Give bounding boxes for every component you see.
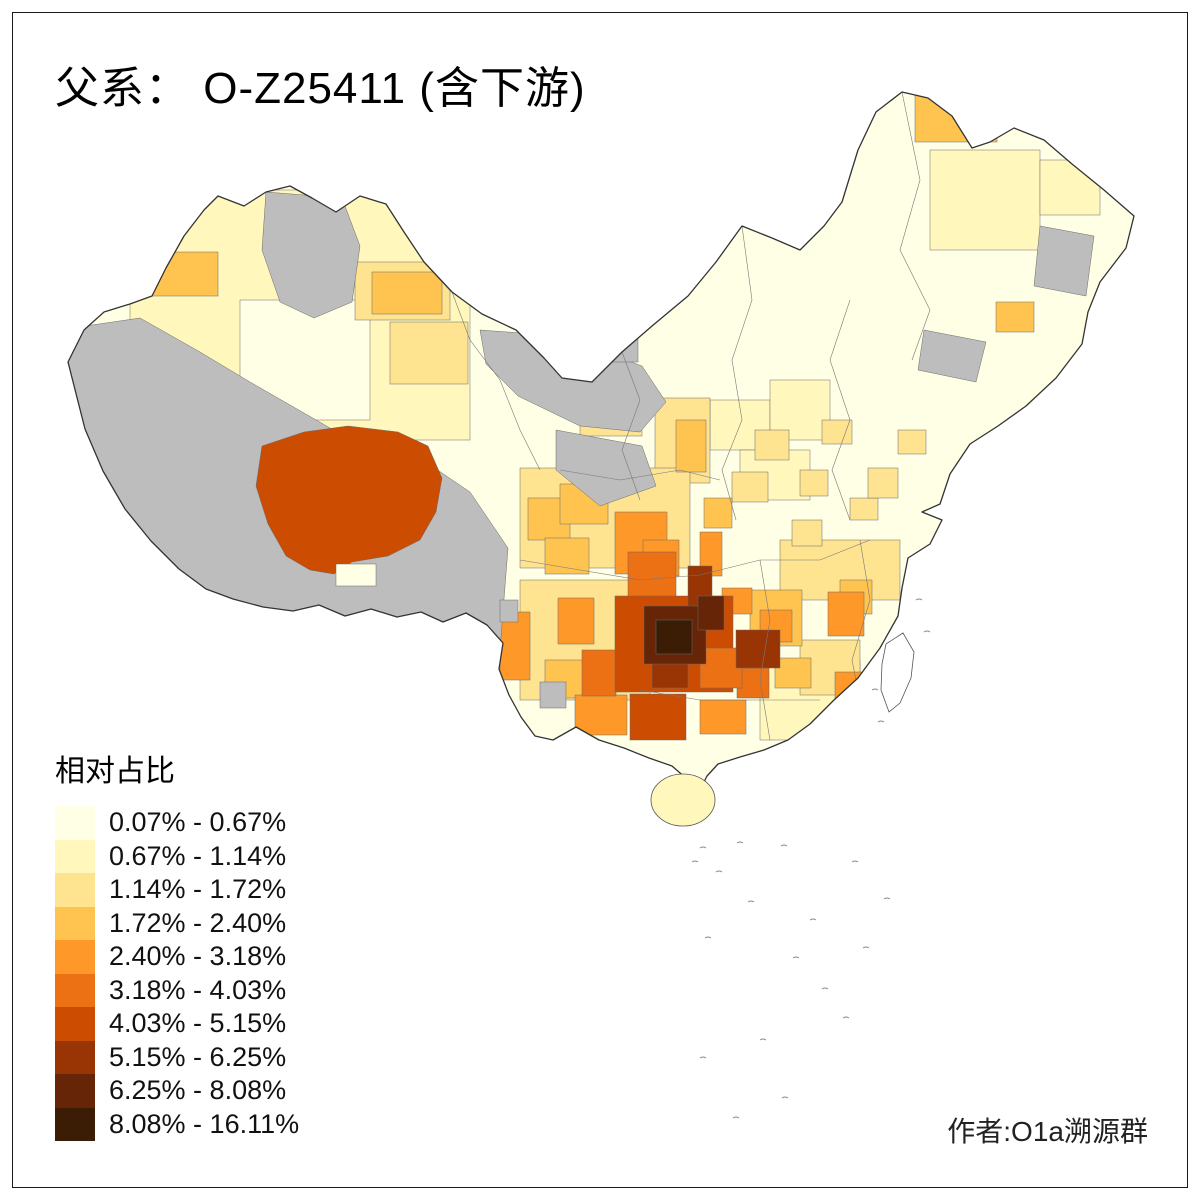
legend-item: 6.25% - 8.08% (55, 1074, 299, 1108)
legend-title: 相对占比 (55, 755, 175, 788)
internal-boundaries-group (451, 92, 931, 741)
legend-label: 6.25% - 8.08% (109, 1075, 287, 1106)
legend-label: 0.07% - 0.67% (109, 807, 287, 838)
legend: 相对占比 0.07% - 0.67% 0.67% - 1.14% 1.14% -… (55, 746, 299, 1141)
china-outline (67, 91, 1135, 793)
legend-label: 4.03% - 5.15% (109, 1008, 287, 1039)
legend-label: 1.14% - 1.72% (109, 874, 287, 905)
hainan-island (650, 773, 716, 827)
legend-item: 0.67% - 1.14% (55, 839, 299, 873)
south-china-sea-islands-group (691, 598, 931, 1119)
legend-label: 5.15% - 6.25% (109, 1041, 287, 1072)
legend-swatch (55, 1074, 95, 1108)
taiwan-island (880, 632, 915, 713)
legend-item: 1.14% - 1.72% (55, 873, 299, 907)
legend-swatch (55, 806, 95, 840)
legend-label: 2.40% - 3.18% (109, 941, 287, 972)
legend-swatch (55, 1107, 95, 1141)
attribution: 作者:O1a溯源群 (947, 1116, 1148, 1147)
legend-item: 5.15% - 6.25% (55, 1040, 299, 1074)
legend-label: 8.08% - 16.11% (109, 1108, 300, 1139)
legend-item: 2.40% - 3.18% (55, 940, 299, 974)
tibet-hotspot-region (255, 425, 443, 575)
legend-swatch (55, 873, 95, 907)
legend-item: 3.18% - 4.03% (55, 973, 299, 1007)
legend-item: 0.07% - 0.67% (55, 806, 299, 840)
legend-item: 1.72% - 2.40% (55, 906, 299, 940)
legend-swatch (55, 940, 95, 974)
legend-swatch (55, 1040, 95, 1074)
legend-item: 4.03% - 5.15% (55, 1007, 299, 1041)
hotspot-core-region (655, 619, 693, 655)
legend-label: 0.67% - 1.14% (109, 840, 287, 871)
legend-swatch (55, 839, 95, 873)
legend-swatch (55, 906, 95, 940)
legend-label: 1.72% - 2.40% (109, 907, 287, 938)
legend-swatch (55, 973, 95, 1007)
legend-item: 8.08% - 16.11% (55, 1107, 300, 1141)
legend-swatch (55, 1007, 95, 1041)
map-title: 父系： O-Z25411 (含下游) (55, 64, 586, 113)
legend-label: 3.18% - 4.03% (109, 974, 287, 1005)
